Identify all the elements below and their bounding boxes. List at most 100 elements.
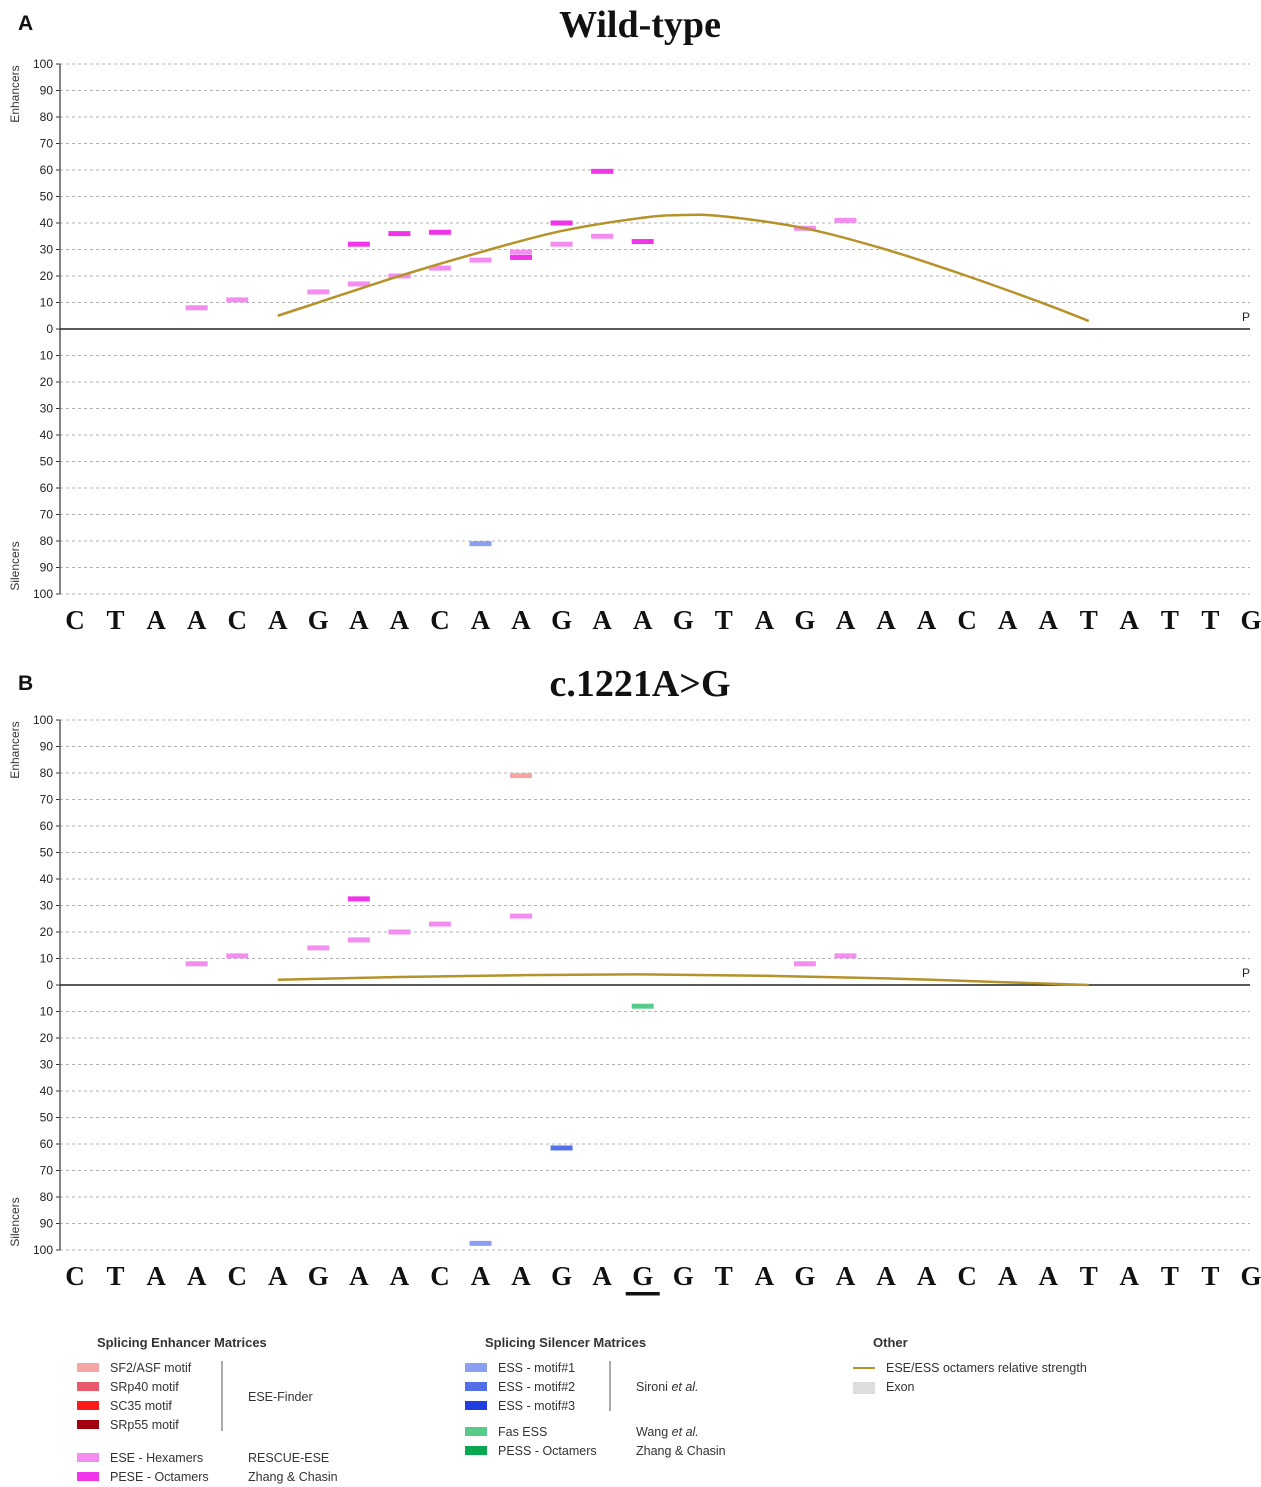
- sequence-base: A: [390, 1261, 410, 1291]
- legend-silencer-header: Splicing Silencer Matrices: [485, 1335, 647, 1350]
- y-tick-label: 60: [40, 163, 54, 177]
- motif-mark-ese_hex: [834, 217, 857, 223]
- sequence-base: T: [1161, 605, 1179, 635]
- y-tick-label: 50: [40, 846, 54, 860]
- motif-mark-pese_oct: [550, 220, 573, 226]
- wang-name: Wang: [636, 1425, 672, 1439]
- legend-other-header: Other: [873, 1335, 908, 1350]
- strength-curve: [277, 973, 1089, 987]
- sequence-base: A: [187, 605, 207, 635]
- y-tick-label: 50: [40, 455, 54, 469]
- y-tick-label: 10: [40, 296, 54, 310]
- sequence-base: A: [1120, 1261, 1140, 1291]
- sequence-base: G: [308, 1261, 329, 1291]
- sequence-base: A: [836, 1261, 856, 1291]
- strength-curve: [277, 213, 1090, 323]
- motif-mark-ese_hex: [510, 913, 533, 919]
- sequence-base: A: [633, 605, 653, 635]
- sequence-base: T: [1201, 605, 1219, 635]
- swatch-sc35: [77, 1401, 99, 1410]
- panel-a: A Wild-typeEnhancersSilencers100908070605…: [8, 4, 1261, 635]
- sequence-base: G: [1240, 605, 1261, 635]
- y-tick-label: 20: [40, 1031, 54, 1045]
- sequence-base: G: [1240, 1261, 1261, 1291]
- sequence-base: T: [1080, 1261, 1098, 1291]
- legend-item-exon: Exon: [886, 1380, 915, 1394]
- sequence-base: G: [673, 605, 694, 635]
- panel-title: Wild-type: [559, 4, 721, 46]
- legend-item-srp40: SRp40 motif: [110, 1380, 179, 1394]
- motif-mark-sf2asf: [510, 773, 533, 779]
- motif-mark-ese_hex: [793, 961, 816, 967]
- sequence-base: A: [876, 1261, 896, 1291]
- motif-mark-ese_hex: [307, 289, 330, 295]
- motif-mark-ese_hex: [469, 257, 492, 263]
- y-tick-label: 90: [40, 740, 54, 754]
- sequence-base: A: [187, 1261, 207, 1291]
- legend-item-sc35: SC35 motif: [110, 1399, 172, 1413]
- swatch-curve: [853, 1367, 875, 1369]
- motif-mark-pese_oct: [347, 241, 370, 247]
- sequence-base: A: [876, 605, 896, 635]
- legend-source-ese-finder: ESE-Finder: [248, 1390, 313, 1404]
- y-label-silencers: Silencers: [8, 541, 22, 590]
- motif-mark-ese_hex: [347, 937, 370, 943]
- legend: Splicing Enhancer Matrices SF2/ASF motif…: [0, 1330, 1261, 1487]
- y-tick-label: 10: [40, 349, 54, 363]
- legend-source-rescue-ese: RESCUE-ESE: [248, 1451, 330, 1465]
- motif-mark-ess2: [550, 1145, 573, 1151]
- motif-mark-pese_oct: [591, 168, 614, 174]
- sequence-base: C: [957, 605, 977, 635]
- figure: A Wild-typeEnhancersSilencers100908070605…: [8, 4, 1261, 1296]
- sequence-base: A: [1038, 1261, 1058, 1291]
- legend-item-curve: ESE/ESS octamers relative strength: [886, 1361, 1087, 1375]
- y-tick-label: 30: [40, 899, 54, 913]
- sequence-base: T: [1161, 1261, 1179, 1291]
- legend-item-sf2asf: SF2/ASF motif: [110, 1361, 192, 1375]
- sequence-base: A: [471, 605, 491, 635]
- end-label: P: [1242, 310, 1250, 324]
- sequence-base: A: [349, 1261, 369, 1291]
- legend-item-ess-motif2: ESS - motif#2: [498, 1380, 576, 1394]
- sequence-base: C: [65, 1261, 85, 1291]
- sironi-name: Sironi: [636, 1380, 672, 1394]
- legend-source-zhang-chasin-2: Zhang & Chasin: [636, 1444, 726, 1458]
- motif-mark-ese_hex: [428, 265, 451, 271]
- sequence-base: A: [755, 605, 775, 635]
- sequence-base: C: [430, 1261, 450, 1291]
- sequence-base: A: [917, 1261, 937, 1291]
- panel-letter: B: [18, 672, 33, 695]
- y-label-enhancers: Enhancers: [8, 65, 22, 122]
- motif-mark-pese_oct: [631, 239, 654, 245]
- y-tick-label: 90: [40, 561, 54, 575]
- y-tick-label: 60: [40, 819, 54, 833]
- y-tick-label: 20: [40, 375, 54, 389]
- legend-item-ese-hexamers: ESE - Hexamers: [110, 1451, 204, 1465]
- sequence-base: A: [592, 1261, 612, 1291]
- y-label-enhancers: Enhancers: [8, 721, 22, 778]
- y-label-silencers: Silencers: [8, 1197, 22, 1246]
- mutation-underline: [625, 1292, 660, 1296]
- y-tick-label: 70: [40, 508, 54, 522]
- y-tick-label: 40: [40, 1084, 54, 1098]
- legend-divider: [221, 1361, 223, 1431]
- sequence-base: G: [551, 1261, 572, 1291]
- motif-mark-ese_hex: [307, 945, 330, 951]
- y-tick-label: 30: [40, 1058, 54, 1072]
- y-tick-label: 70: [40, 137, 54, 151]
- sironi-etal: et al.: [671, 1380, 699, 1394]
- motif-mark-ese_hex: [347, 281, 370, 287]
- legend-source-zhang-chasin: Zhang & Chasin: [248, 1470, 338, 1484]
- sequence-base: A: [998, 1261, 1018, 1291]
- motif-mark-ess1: [469, 541, 492, 547]
- sequence-base: T: [107, 1261, 125, 1291]
- motif-mark-ess1: [469, 1240, 492, 1246]
- y-tick-label: 100: [33, 587, 53, 601]
- legend-divider: [609, 1361, 611, 1411]
- swatch-srp55: [77, 1420, 99, 1429]
- sequence-base: A: [390, 605, 410, 635]
- legend-item-pess-octamers: PESS - Octamers: [498, 1444, 597, 1458]
- y-tick-label: 20: [40, 269, 54, 283]
- motif-mark-ese_hex: [388, 929, 411, 935]
- legend-item-ess-motif1: ESS - motif#1: [498, 1361, 576, 1375]
